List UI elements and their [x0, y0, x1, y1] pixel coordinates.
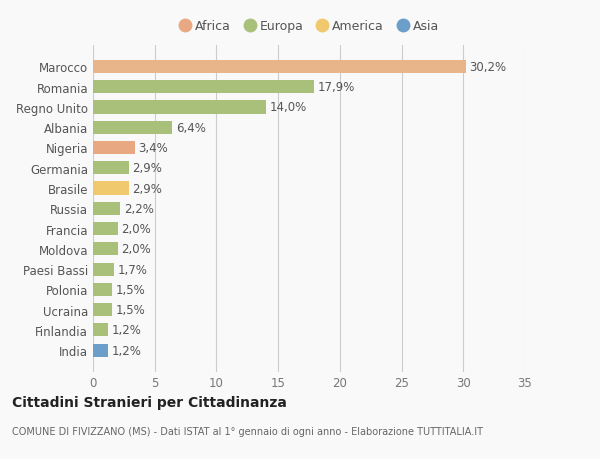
Bar	[93, 223, 118, 235]
Text: COMUNE DI FIVIZZANO (MS) - Dati ISTAT al 1° gennaio di ogni anno - Elaborazione : COMUNE DI FIVIZZANO (MS) - Dati ISTAT al…	[12, 426, 483, 436]
Text: 1,5%: 1,5%	[115, 283, 145, 296]
Bar	[93, 263, 114, 276]
Bar	[93, 344, 108, 357]
Text: 1,5%: 1,5%	[115, 303, 145, 316]
Text: Cittadini Stranieri per Cittadinanza: Cittadini Stranieri per Cittadinanza	[12, 395, 287, 409]
Text: 1,2%: 1,2%	[112, 324, 142, 336]
Bar	[93, 283, 112, 297]
Bar	[93, 303, 112, 317]
Text: 30,2%: 30,2%	[469, 61, 506, 74]
Text: 2,2%: 2,2%	[124, 202, 154, 215]
Text: 1,2%: 1,2%	[112, 344, 142, 357]
Bar	[93, 162, 129, 175]
Text: 17,9%: 17,9%	[317, 81, 355, 94]
Text: 14,0%: 14,0%	[269, 101, 307, 114]
Bar	[93, 61, 466, 74]
Bar	[93, 202, 120, 215]
Bar	[93, 101, 266, 114]
Bar	[93, 182, 129, 195]
Text: 2,0%: 2,0%	[121, 223, 151, 235]
Text: 3,4%: 3,4%	[139, 142, 169, 155]
Legend: Africa, Europa, America, Asia: Africa, Europa, America, Asia	[179, 20, 439, 33]
Text: 6,4%: 6,4%	[176, 122, 206, 134]
Text: 2,9%: 2,9%	[133, 182, 163, 195]
Bar	[93, 324, 108, 337]
Bar	[93, 142, 135, 155]
Bar	[93, 121, 172, 134]
Bar	[93, 243, 118, 256]
Text: 2,0%: 2,0%	[121, 243, 151, 256]
Bar	[93, 81, 314, 94]
Text: 2,9%: 2,9%	[133, 162, 163, 175]
Text: 1,7%: 1,7%	[118, 263, 148, 276]
